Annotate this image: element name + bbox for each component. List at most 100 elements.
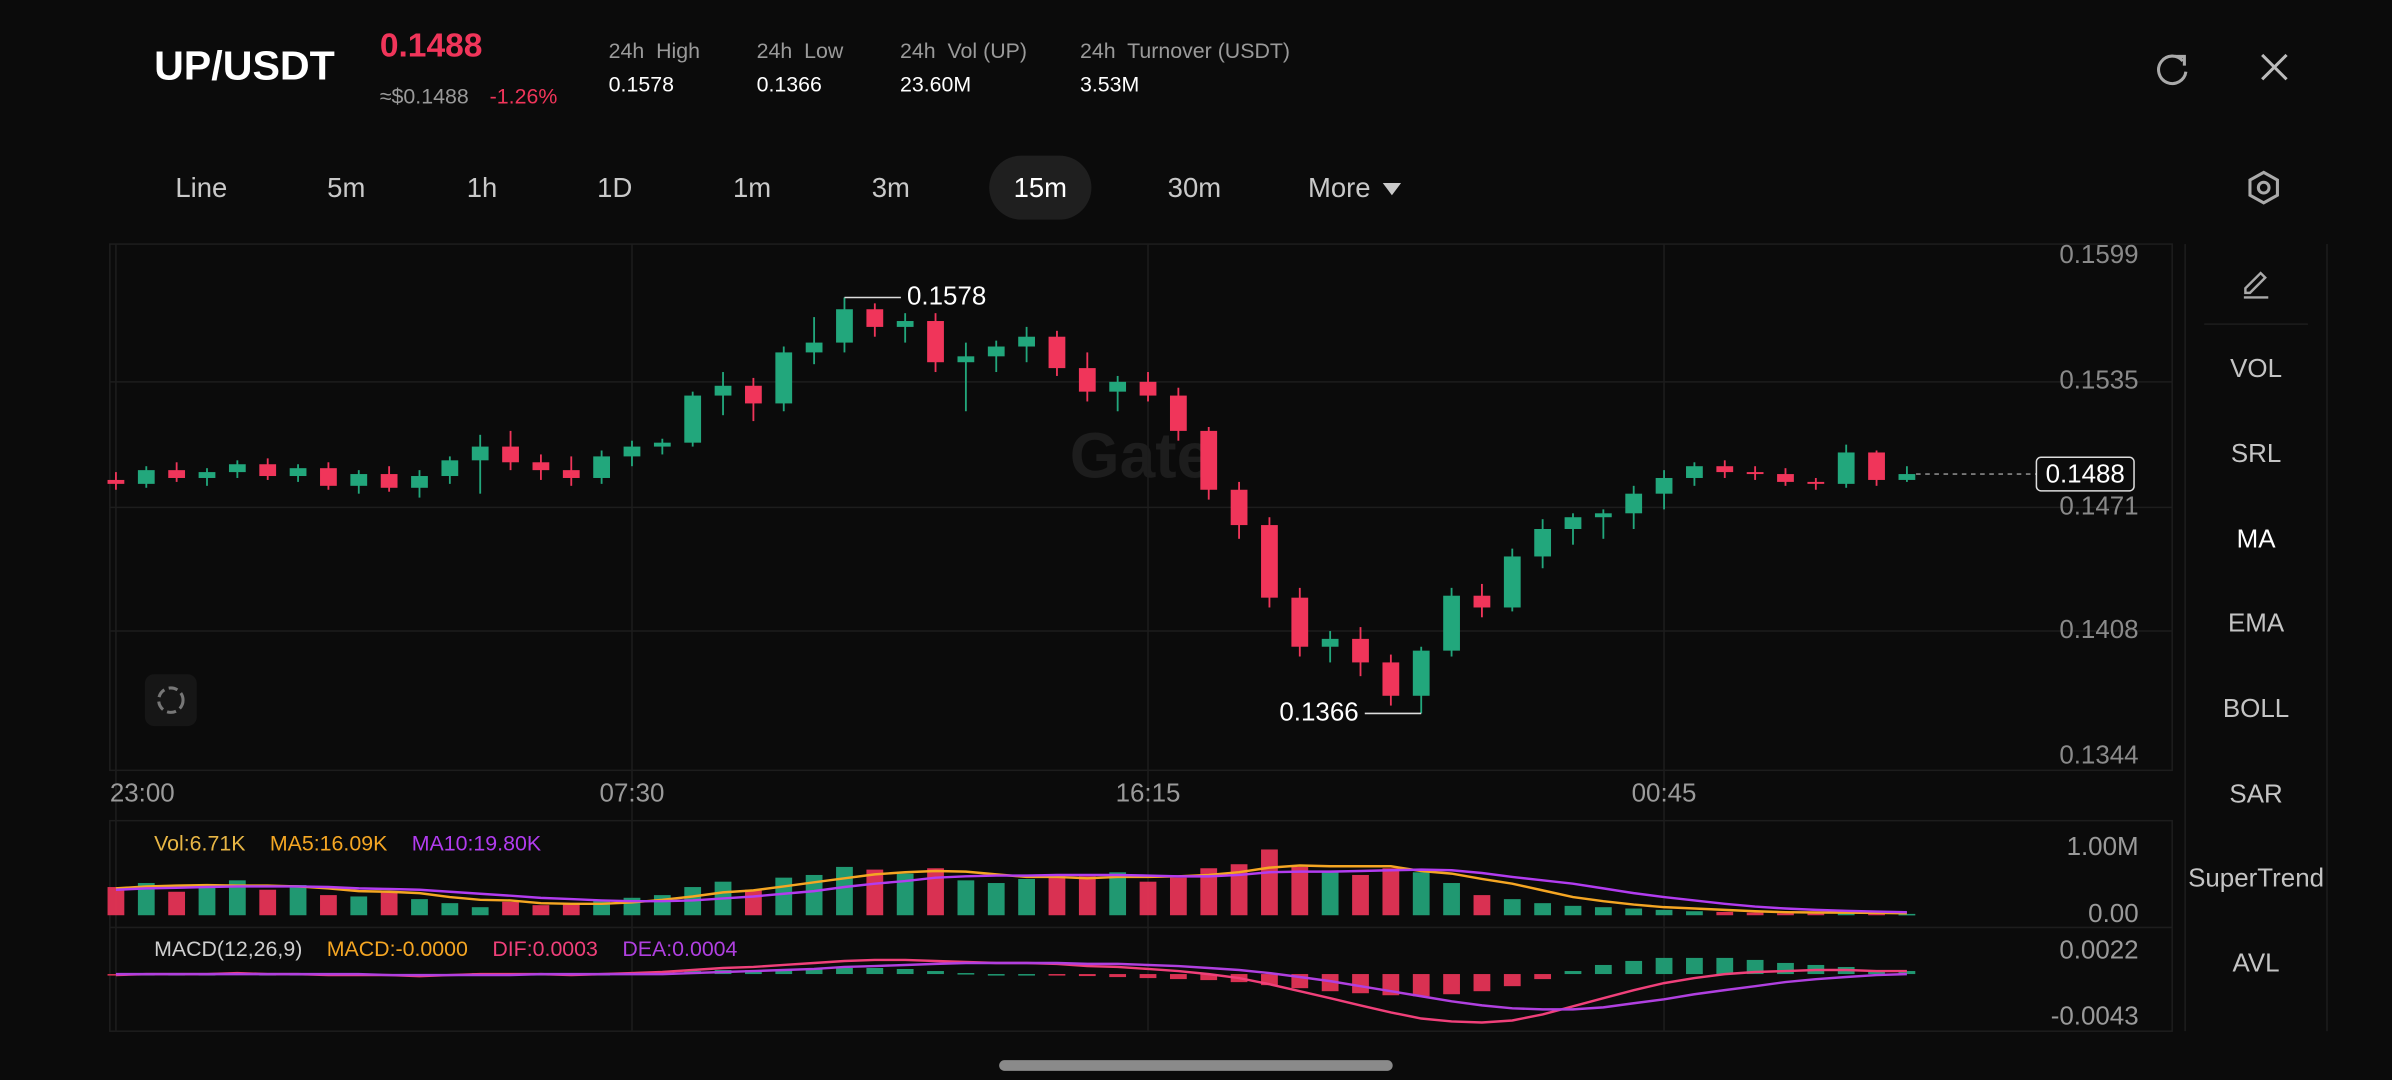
candle-body: [1200, 430, 1218, 490]
candle-body: [441, 460, 459, 477]
histogram-bar: [1777, 913, 1794, 916]
candle-body: [1564, 517, 1582, 529]
histogram-bar: [775, 877, 793, 916]
timeframe-tab[interactable]: 1D: [597, 172, 633, 203]
histogram-bar: [1807, 913, 1825, 916]
histogram-bar: [1109, 872, 1127, 916]
histogram-bar: [137, 883, 155, 916]
histogram-bar: [1503, 899, 1521, 916]
indicator[interactable]: BOLL: [2222, 694, 2290, 724]
candle-body: [411, 476, 428, 488]
timeframe-tab[interactable]: 30m: [1167, 172, 1222, 203]
histogram-bar: [1777, 962, 1794, 975]
legend-entry: MACD:-0.0000: [327, 937, 468, 961]
histogram-bar: [1321, 870, 1339, 916]
indicator[interactable]: EMA: [2227, 609, 2285, 639]
candle-body: [471, 446, 489, 461]
indicator[interactable]: SuperTrend: [2188, 864, 2325, 894]
histogram-bar: [1291, 866, 1309, 916]
reset-button[interactable]: [144, 674, 197, 727]
histogram-bar: [805, 967, 823, 975]
histogram-bar: [1564, 971, 1582, 975]
draw-tool[interactable]: [2204, 244, 2308, 325]
histogram-bar: [1169, 974, 1187, 980]
indicator-line: [115, 868, 1907, 914]
histogram-bar: [320, 895, 337, 916]
legend-entry: MA5:16.09K: [270, 832, 387, 856]
histogram-bar: [1686, 911, 1703, 916]
indicator[interactable]: AVL: [2232, 949, 2280, 979]
candle-body: [1686, 466, 1703, 478]
stat-value: 0.1366: [756, 71, 822, 97]
candle-body: [1078, 368, 1096, 392]
candle-body: [987, 346, 1005, 357]
candle-body: [1473, 595, 1491, 608]
legend-entry: MA10:19.80K: [412, 832, 541, 856]
indicator[interactable]: SRL: [2230, 439, 2282, 469]
close-icon[interactable]: [2255, 47, 2295, 87]
candle-body: [1109, 381, 1127, 392]
candle-body: [228, 464, 246, 473]
timeframe-tab[interactable]: 1m: [732, 172, 772, 203]
candle-body: [1261, 525, 1278, 598]
last-price-box: [2035, 456, 2135, 492]
legend-entry: DIF:0.0003: [492, 937, 598, 961]
candle-body: [1352, 638, 1369, 663]
histogram-bar: [836, 967, 853, 975]
indicator[interactable]: SAR: [2229, 779, 2283, 809]
y-tick-label: 0.1408: [2059, 616, 2138, 644]
candle-body: [1443, 595, 1460, 651]
histogram-bar: [1443, 883, 1460, 916]
refresh-icon[interactable]: [2151, 47, 2194, 90]
stat-value: 23.60M: [899, 71, 972, 97]
candle-body: [562, 470, 580, 478]
histogram-bar: [1655, 957, 1673, 975]
candle-body: [1169, 395, 1187, 431]
stat-value: 3.53M: [1079, 71, 1140, 97]
histogram-bar: [1564, 905, 1582, 916]
candle-body: [1807, 481, 1825, 484]
histogram-bar: [1321, 974, 1339, 992]
legend-entry: DEA:0.0004: [622, 937, 737, 961]
indicator-list: VOL SRL MA EMA BOLL SAR SuperTrend AVL: [2186, 325, 2326, 1006]
histogram-bar: [1169, 877, 1187, 916]
indicator[interactable]: VOL: [2230, 354, 2283, 384]
timeframe-tab[interactable]: 3m: [871, 172, 910, 203]
histogram-bar: [1139, 974, 1157, 979]
indicator-title: MACD(12,26,9): [154, 937, 302, 961]
histogram-bar: [1594, 907, 1612, 916]
histogram-bar: [866, 869, 884, 916]
y-tick-label: 0.1471: [2059, 492, 2138, 520]
timeframe-tab[interactable]: 1h: [466, 172, 498, 203]
histogram-bar: [1200, 974, 1218, 981]
histogram-bar: [1716, 911, 1734, 916]
timeframe-tab[interactable]: More: [1284, 156, 1426, 220]
histogram-bar: [1412, 974, 1430, 997]
candle-body: [1139, 381, 1157, 396]
candle-body: [289, 468, 307, 477]
histogram-bar: [836, 866, 853, 916]
timeframe-tab[interactable]: Line: [175, 172, 228, 203]
settings-icon[interactable]: [2244, 168, 2284, 208]
timeframe-tab[interactable]: 5m: [327, 172, 366, 203]
histogram-bar: [1352, 874, 1369, 916]
histogram-bar: [805, 874, 823, 916]
histogram-bar: [1473, 895, 1491, 916]
candle-body: [1230, 489, 1248, 526]
candle-body: [1655, 477, 1673, 494]
histogram-bar: [1230, 864, 1248, 916]
histogram-bar: [1139, 881, 1157, 916]
histogram-bar: [957, 880, 975, 916]
stat-label: 24h Vol (UP): [899, 38, 1027, 63]
timeframe-tab[interactable]: 15m: [989, 155, 1092, 220]
y-tick-label: 0.1344: [2059, 741, 2138, 769]
indicator[interactable]: MA: [2236, 524, 2276, 554]
histogram-bar: [441, 903, 459, 916]
histogram-bar: [1686, 957, 1703, 975]
histogram-bar: [1746, 912, 1764, 916]
pair[interactable]: UP/USDT: [154, 42, 335, 89]
histogram-bar: [1048, 874, 1066, 916]
histogram-bar: [927, 971, 944, 975]
